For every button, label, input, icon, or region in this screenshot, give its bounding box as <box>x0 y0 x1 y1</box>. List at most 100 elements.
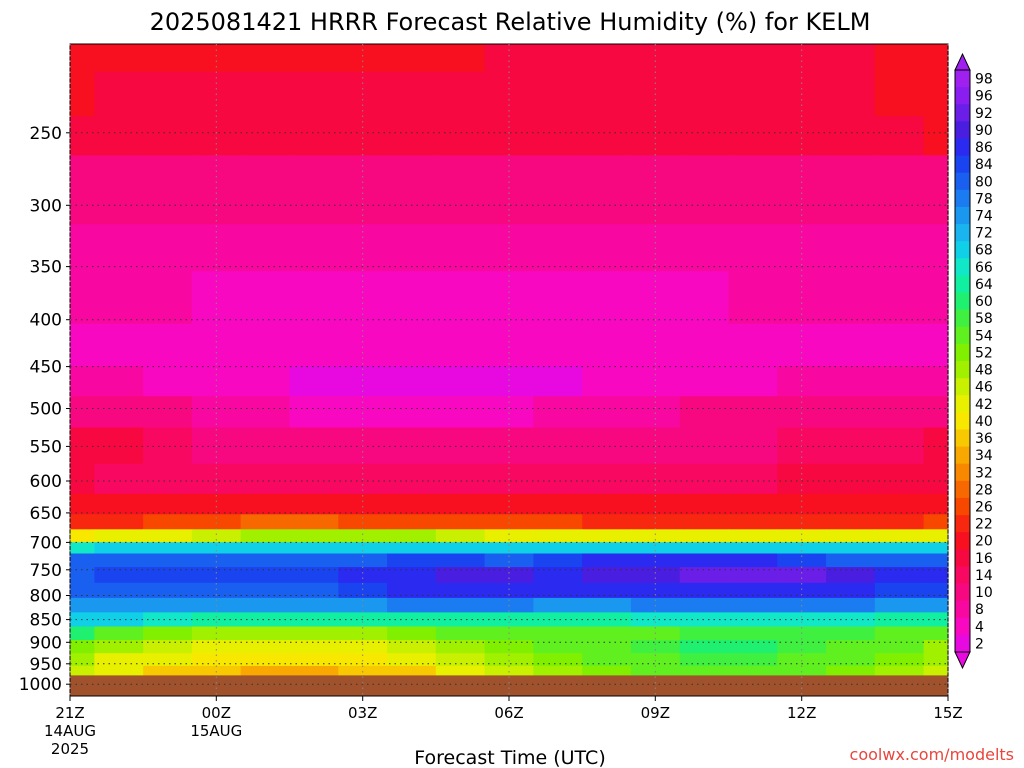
heatmap-cell <box>874 191 925 225</box>
heatmap-cell <box>70 271 95 325</box>
heatmap-cell <box>435 582 486 599</box>
heatmap-cell <box>826 612 876 627</box>
heatmap-cell <box>874 224 925 272</box>
heatmap-cell <box>338 529 388 543</box>
heatmap-cell <box>777 529 827 543</box>
heatmap-cell <box>874 271 925 325</box>
heatmap-cell <box>70 323 95 367</box>
heatmap-cell <box>338 366 388 397</box>
heatmap-cell <box>874 567 925 584</box>
colorbar-swatch <box>955 634 970 653</box>
heatmap-cell <box>533 582 583 599</box>
heatmap-cell <box>728 514 778 530</box>
heatmap-cell <box>679 224 730 272</box>
y-tick-label: 550 <box>30 437 62 457</box>
heatmap-cell <box>679 582 730 599</box>
colorbar-label: 34 <box>975 448 993 464</box>
credit-text: coolwx.com/modelts <box>850 745 1014 764</box>
heatmap-cell <box>70 653 95 667</box>
heatmap-cell <box>923 493 949 515</box>
heatmap-cell <box>826 396 876 429</box>
x-tick-year-label: 2025 <box>51 740 89 758</box>
heatmap-cell <box>777 366 827 397</box>
y-tick-label: 700 <box>30 533 62 553</box>
heatmap-cell <box>387 542 437 555</box>
colorbar-label: 92 <box>975 106 993 122</box>
heatmap-cell <box>923 323 949 367</box>
heatmap-cell <box>777 542 827 555</box>
heatmap-cell <box>923 626 949 641</box>
colorbar-swatch <box>955 412 970 430</box>
heatmap-cell <box>923 529 949 543</box>
heatmap-cell <box>679 191 730 225</box>
heatmap-cell <box>582 427 632 465</box>
heatmap-cell <box>143 396 193 429</box>
heatmap-cell <box>874 116 925 156</box>
heatmap-cell <box>191 665 242 676</box>
heatmap-cell <box>582 514 632 530</box>
heatmap-cell <box>630 529 681 543</box>
heatmap-cell <box>826 665 876 676</box>
heatmap-cell <box>582 44 632 73</box>
colorbar-swatch <box>955 326 970 345</box>
colorbar-label: 10 <box>975 585 993 601</box>
heatmap-cell <box>289 116 339 156</box>
colorbar-label: 8 <box>975 602 984 618</box>
x-tick-date-label: 14AUG <box>44 722 96 740</box>
heatmap-cell <box>582 224 632 272</box>
colorbar-label: 84 <box>975 157 993 173</box>
heatmap-cell <box>533 612 583 627</box>
heatmap-cell <box>191 582 242 599</box>
heatmap-cell <box>874 542 925 555</box>
heatmap-cell <box>338 567 388 584</box>
heatmap-cell <box>533 271 583 325</box>
colorbar-label: 22 <box>975 517 993 533</box>
colorbar-swatch <box>955 497 970 516</box>
y-tick-label: 450 <box>30 358 62 378</box>
heatmap-cell <box>777 567 827 584</box>
heatmap-cell <box>240 542 291 555</box>
colorbar-swatch <box>955 566 970 584</box>
y-tick-label: 350 <box>30 258 62 278</box>
heatmap-cell <box>289 191 339 225</box>
colorbar-swatch <box>955 104 970 122</box>
heatmap-cell <box>94 640 144 654</box>
heatmap-cell <box>630 553 681 568</box>
heatmap-cell <box>143 44 193 73</box>
heatmap-cell <box>484 529 534 543</box>
heatmap-cell <box>240 529 291 543</box>
heatmap-cell <box>435 665 486 676</box>
heatmap-cell <box>94 155 144 193</box>
heatmap-cell <box>630 665 681 676</box>
heatmap-cell <box>289 597 339 614</box>
heatmap-cell <box>728 553 778 568</box>
heatmap-cell <box>874 640 925 654</box>
plot-area <box>69 43 949 697</box>
heatmap-cell <box>679 116 730 156</box>
colorbar-label: 52 <box>975 345 993 361</box>
heatmap-cell <box>338 653 388 667</box>
heatmap-cell <box>874 653 925 667</box>
heatmap-cell <box>289 463 339 495</box>
heatmap-cell <box>484 640 534 654</box>
heatmap-cell <box>240 582 291 599</box>
heatmap-cell <box>679 665 730 676</box>
heatmap-cell <box>630 514 681 530</box>
heatmap-cell <box>94 191 144 225</box>
heatmap-cell <box>826 191 876 225</box>
y-tick-label: 650 <box>30 504 62 524</box>
heatmap-cell <box>826 567 876 584</box>
colorbar-label: 90 <box>975 123 993 139</box>
heatmap-cell <box>94 396 144 429</box>
heatmap-cell <box>387 71 437 117</box>
heatmap-cell <box>435 553 486 568</box>
heatmap-cell <box>728 155 778 193</box>
heatmap-cell <box>533 116 583 156</box>
heatmap-cell <box>387 640 437 654</box>
heatmap-cell <box>70 224 95 272</box>
heatmap-cell <box>630 612 681 627</box>
colorbar-label: 72 <box>975 226 993 242</box>
heatmap-cell <box>826 71 876 117</box>
